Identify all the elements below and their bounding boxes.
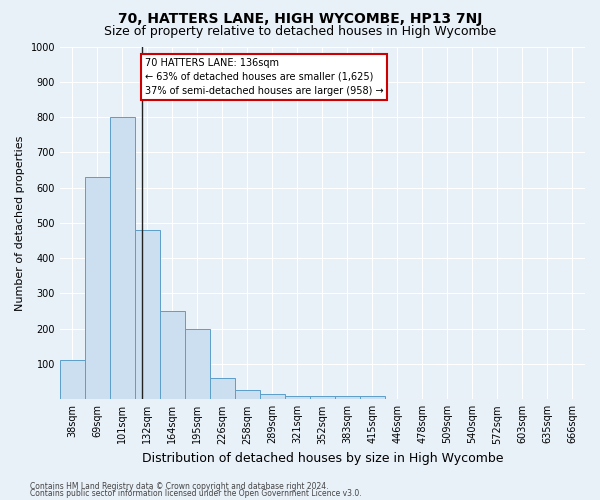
Bar <box>335 396 360 400</box>
Bar <box>60 360 85 400</box>
Text: Contains HM Land Registry data © Crown copyright and database right 2024.: Contains HM Land Registry data © Crown c… <box>30 482 329 491</box>
Bar <box>135 230 160 400</box>
Bar <box>260 394 285 400</box>
Text: 70 HATTERS LANE: 136sqm
← 63% of detached houses are smaller (1,625)
37% of semi: 70 HATTERS LANE: 136sqm ← 63% of detache… <box>145 58 383 96</box>
Y-axis label: Number of detached properties: Number of detached properties <box>15 135 25 310</box>
Bar <box>110 117 135 400</box>
Bar <box>235 390 260 400</box>
Bar <box>185 328 210 400</box>
Text: 70, HATTERS LANE, HIGH WYCOMBE, HP13 7NJ: 70, HATTERS LANE, HIGH WYCOMBE, HP13 7NJ <box>118 12 482 26</box>
Bar <box>210 378 235 400</box>
Bar <box>285 396 310 400</box>
Bar <box>160 311 185 400</box>
Bar <box>85 177 110 400</box>
X-axis label: Distribution of detached houses by size in High Wycombe: Distribution of detached houses by size … <box>142 452 503 465</box>
Text: Size of property relative to detached houses in High Wycombe: Size of property relative to detached ho… <box>104 25 496 38</box>
Text: Contains public sector information licensed under the Open Government Licence v3: Contains public sector information licen… <box>30 489 362 498</box>
Bar <box>310 396 335 400</box>
Bar <box>360 396 385 400</box>
